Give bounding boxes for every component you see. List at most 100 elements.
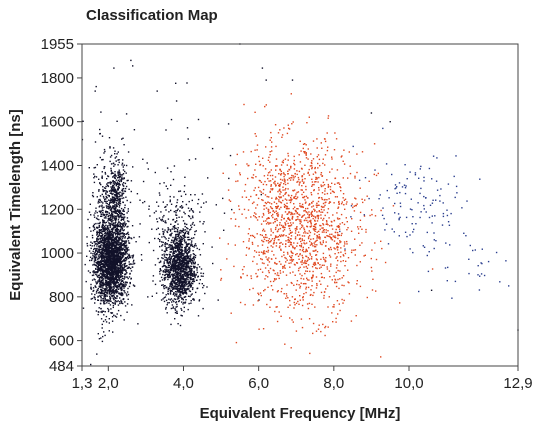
scatter-point xyxy=(172,178,175,181)
scatter-point xyxy=(164,251,166,253)
scatter-point xyxy=(114,211,116,213)
scatter-point xyxy=(123,269,125,271)
scatter-point xyxy=(108,270,110,272)
scatter-point xyxy=(101,135,104,137)
scatter-point xyxy=(90,247,92,250)
scatter-point xyxy=(119,301,121,303)
scatter-point xyxy=(105,196,108,198)
scatter-point xyxy=(111,277,113,280)
scatter-point xyxy=(185,248,187,251)
scatter-point xyxy=(176,282,178,284)
scatter-point xyxy=(171,287,173,289)
scatter-point xyxy=(127,293,130,296)
scatter-point xyxy=(122,232,124,234)
scatter-point xyxy=(250,216,252,218)
scatter-point xyxy=(190,194,192,196)
scatter-point xyxy=(175,306,177,308)
scatter-point xyxy=(172,264,174,267)
scatter-point xyxy=(257,269,259,271)
scatter-point xyxy=(177,223,179,225)
scatter-point xyxy=(130,237,133,240)
scatter-point xyxy=(107,242,109,244)
scatter-point xyxy=(176,278,178,280)
scatter-point xyxy=(98,247,100,249)
scatter-point xyxy=(142,180,145,183)
scatter-point xyxy=(179,256,181,259)
scatter-point xyxy=(280,290,282,293)
scatter-point xyxy=(103,288,106,290)
scatter-point xyxy=(159,182,161,185)
scatter-point xyxy=(122,169,125,171)
scatter-point xyxy=(107,238,109,240)
scatter-point xyxy=(111,290,113,292)
scatter-point xyxy=(129,256,132,259)
scatter-point xyxy=(114,198,116,201)
scatter-point xyxy=(183,255,186,258)
scatter-point xyxy=(125,257,127,259)
scatter-point xyxy=(168,246,170,249)
scatter-point xyxy=(336,225,338,228)
scatter-point xyxy=(103,148,106,151)
scatter-point xyxy=(125,196,127,198)
scatter-point xyxy=(97,270,100,272)
scatter-point xyxy=(105,272,108,275)
scatter-point xyxy=(177,272,180,274)
scatter-point xyxy=(148,205,150,207)
scatter-point xyxy=(120,292,123,294)
scatter-point xyxy=(119,225,121,228)
scatter-point xyxy=(102,227,105,229)
scatter-point xyxy=(329,276,331,278)
scatter-point xyxy=(154,264,157,266)
scatter-point xyxy=(101,276,103,278)
scatter-point xyxy=(162,265,164,267)
scatter-point xyxy=(97,200,100,203)
scatter-point xyxy=(110,276,113,279)
scatter-point xyxy=(111,287,113,289)
scatter-point xyxy=(174,291,177,293)
scatter-point xyxy=(112,217,114,220)
scatter-point xyxy=(239,301,242,304)
scatter-point xyxy=(94,175,96,178)
scatter-point xyxy=(177,238,179,240)
scatter-point xyxy=(179,260,181,263)
scatter-point xyxy=(122,255,125,257)
scatter-point xyxy=(353,249,355,251)
scatter-point xyxy=(109,296,111,299)
scatter-point xyxy=(121,268,124,270)
scatter-point xyxy=(98,225,100,227)
scatter-point xyxy=(102,255,104,257)
scatter-point xyxy=(114,182,116,184)
scatter-point xyxy=(185,252,188,254)
scatter-point xyxy=(198,300,200,302)
scatter-point xyxy=(109,216,112,218)
scatter-point xyxy=(163,235,165,238)
scatter-point xyxy=(98,268,101,270)
scatter-point xyxy=(182,303,184,305)
scatter-point xyxy=(122,284,125,286)
scatter-point xyxy=(193,259,195,261)
scatter-point xyxy=(101,234,103,237)
scatter-point xyxy=(185,268,187,270)
scatter-point xyxy=(330,248,332,251)
scatter-point xyxy=(112,224,114,226)
scatter-point xyxy=(175,238,177,241)
scatter-point xyxy=(98,338,101,340)
scatter-point xyxy=(166,312,168,314)
scatter-point xyxy=(186,243,188,245)
scatter-point xyxy=(104,229,106,232)
scatter-point xyxy=(190,268,192,270)
scatter-point xyxy=(187,288,189,290)
scatter-point xyxy=(170,171,172,173)
scatter-point xyxy=(192,210,194,212)
scatter-point xyxy=(119,297,121,299)
scatter-point xyxy=(297,300,299,303)
scatter-point xyxy=(287,217,290,219)
scatter-point xyxy=(116,181,119,183)
scatter-point xyxy=(189,280,191,282)
scatter-point xyxy=(296,226,298,228)
scatter-point xyxy=(163,271,165,273)
scatter-point xyxy=(331,158,333,160)
scatter-point xyxy=(95,261,97,264)
scatter-point xyxy=(170,266,173,268)
scatter-point xyxy=(174,279,176,281)
